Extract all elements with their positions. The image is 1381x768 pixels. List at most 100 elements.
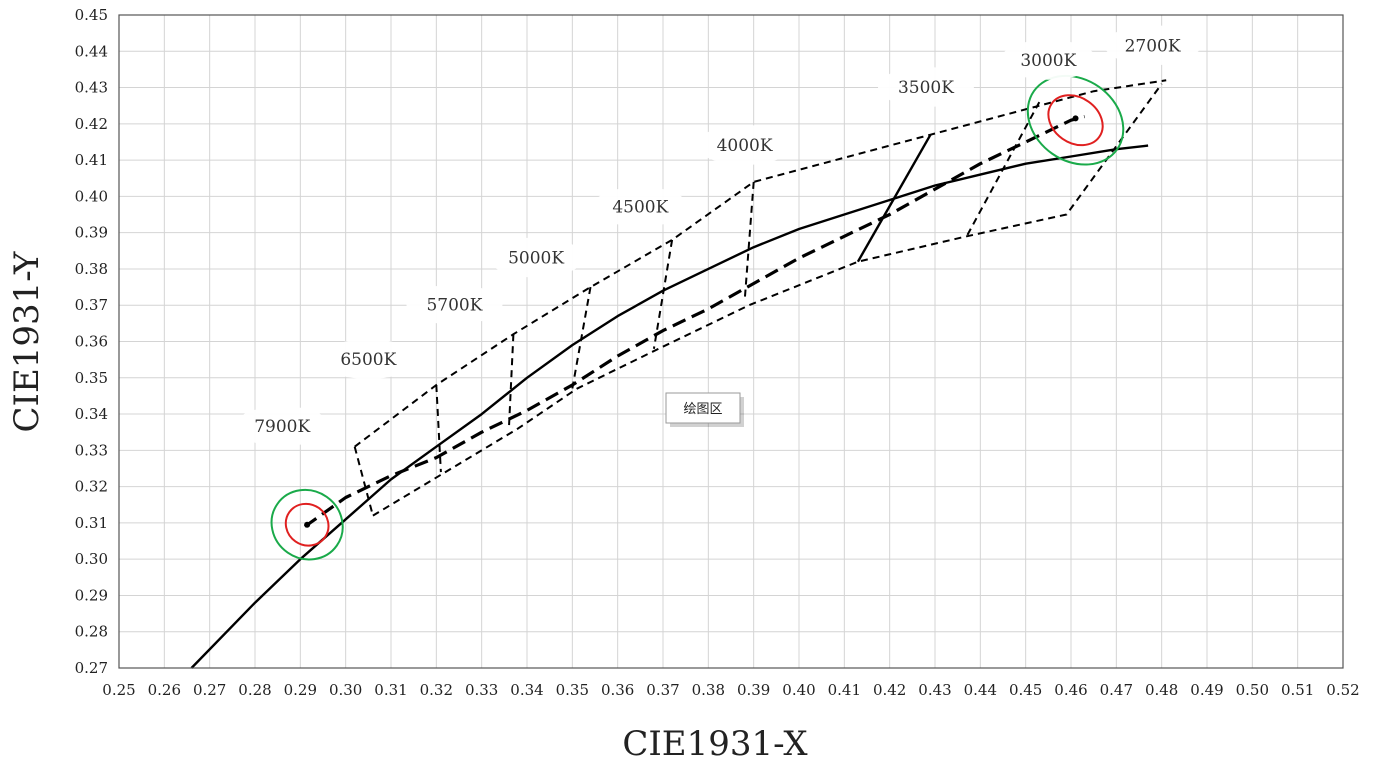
- x-tick-label: 0.29: [284, 681, 317, 699]
- x-tick-label: 0.25: [102, 681, 135, 699]
- series-line: [435, 384, 442, 473]
- cct-label-halo: [696, 125, 793, 166]
- cct-label-group: 4000K: [696, 125, 793, 166]
- y-tick-label: 0.40: [75, 187, 108, 205]
- x-tick-label: 0.28: [238, 681, 271, 699]
- tolerance-ellipse: [270, 488, 344, 561]
- y-tick-label: 0.38: [75, 260, 108, 278]
- cct-label: 5000K: [508, 249, 564, 269]
- center-marker: [304, 521, 311, 528]
- y-tick-label: 0.29: [75, 586, 108, 604]
- series-line: [303, 115, 1086, 528]
- y-tick-label: 0.34: [75, 405, 108, 423]
- cct-label-group: 4500K: [592, 186, 689, 227]
- ellipse-layer: [270, 74, 1125, 561]
- cct-label: 3500K: [898, 78, 954, 98]
- x-tick-label: 0.37: [646, 681, 679, 699]
- x-tick-label: 0.36: [601, 681, 634, 699]
- series-line: [507, 334, 515, 429]
- y-tick-label: 0.45: [75, 6, 108, 24]
- cct-label-halo: [234, 406, 331, 447]
- cct-label: 3000K: [1020, 51, 1076, 71]
- y-tick-label: 0.28: [75, 623, 108, 641]
- x-tick-label: 0.40: [782, 681, 815, 699]
- cct-label: 5700K: [426, 296, 482, 316]
- tolerance-ellipse: [1026, 74, 1125, 166]
- x-tick-label: 0.50: [1236, 681, 1269, 699]
- plot-frame: [118, 14, 1344, 669]
- cct-label: 6500K: [340, 350, 396, 370]
- y-tick-label: 0.37: [75, 296, 108, 314]
- cct-label-group: 7900K: [234, 406, 331, 447]
- x-tick-label: 0.51: [1281, 681, 1314, 699]
- x-tick-label: 0.49: [1190, 681, 1223, 699]
- cct-label-halo: [406, 284, 503, 325]
- cct-label-halo: [1000, 39, 1097, 80]
- y-axis-title: CIE1931-Y: [7, 251, 47, 433]
- cct-label-halo: [488, 237, 585, 278]
- axis-layer: 0.25 0.26 0.27 0.28 0.29 0.30 0.31 0.32 0.33 0.34…: [75, 6, 1360, 699]
- y-tick-label: 0.44: [75, 42, 108, 60]
- tolerance-ellipse: [1047, 94, 1104, 147]
- x-tick-label: 0.45: [1009, 681, 1042, 699]
- series-line: [372, 83, 1163, 517]
- cct-label: 2700K: [1125, 36, 1181, 56]
- x-tick-label: 0.44: [964, 681, 997, 699]
- grid-layer: [118, 14, 1344, 669]
- x-tick-label: 0.41: [828, 681, 861, 699]
- y-tick-label: 0.31: [75, 514, 108, 532]
- y-tick-label: 0.42: [75, 115, 108, 133]
- cct-label-halo: [877, 66, 974, 107]
- x-tick-label: 0.33: [465, 681, 498, 699]
- cct-label: 4000K: [717, 136, 773, 156]
- plot-area-tag-group: 绘图区: [665, 392, 744, 427]
- series-line: [354, 79, 1167, 448]
- cct-label-group: 3500K: [877, 66, 974, 107]
- y-tick-label: 0.39: [75, 224, 108, 242]
- x-tick-label: 0.38: [692, 681, 725, 699]
- tolerance-ellipse: [284, 502, 330, 547]
- x-tick-label: 0.39: [737, 681, 770, 699]
- plot-area-tag-box: [665, 392, 741, 424]
- series-line: [965, 101, 1041, 237]
- cct-label-layer: 7900K 6500K 5700K 5000K 4500K 4000K 3500K 3000K…: [234, 25, 1201, 447]
- cct-label-group: 5000K: [488, 237, 585, 278]
- x-tick-label: 0.31: [374, 681, 407, 699]
- cct-label-group: 6500K: [320, 339, 417, 380]
- y-tick-label: 0.32: [75, 478, 108, 496]
- cct-label: 7900K: [254, 417, 310, 437]
- series-line: [743, 181, 755, 302]
- x-tick-label: 0.26: [148, 681, 181, 699]
- series-line: [856, 134, 932, 263]
- cct-label: 4500K: [612, 198, 668, 218]
- x-tick-label: 0.42: [873, 681, 906, 699]
- x-tick-label: 0.43: [918, 681, 951, 699]
- cct-label-halo: [592, 186, 689, 227]
- center-marker: [1072, 115, 1079, 122]
- x-tick-label: 0.35: [556, 681, 589, 699]
- x-tick-label: 0.46: [1054, 681, 1087, 699]
- x-tick-label: 0.52: [1326, 681, 1359, 699]
- x-tick-label: 0.34: [510, 681, 543, 699]
- x-tick-label: 0.47: [1100, 681, 1133, 699]
- x-tick-label: 0.48: [1145, 681, 1178, 699]
- x-tick-label: 0.32: [420, 681, 453, 699]
- y-tick-label: 0.30: [75, 550, 108, 568]
- y-tick-label: 0.43: [75, 79, 108, 97]
- y-tick-label: 0.35: [75, 369, 108, 387]
- cct-label-group: 3000K: [1000, 39, 1097, 80]
- series-line: [571, 286, 592, 389]
- cct-label-group: 5700K: [406, 284, 503, 325]
- y-tick-label: 0.36: [75, 333, 108, 351]
- series-line: [652, 239, 674, 349]
- y-tick-label: 0.27: [75, 659, 108, 677]
- plot-area-tag: 绘图区: [683, 402, 722, 417]
- x-tick-label: 0.30: [329, 681, 362, 699]
- y-tick-label: 0.41: [75, 151, 108, 169]
- cct-label-group: 2700K: [1104, 25, 1201, 66]
- series-layer: [190, 79, 1167, 669]
- x-axis-title: CIE1931-X: [622, 724, 808, 764]
- cct-label-halo: [320, 339, 417, 380]
